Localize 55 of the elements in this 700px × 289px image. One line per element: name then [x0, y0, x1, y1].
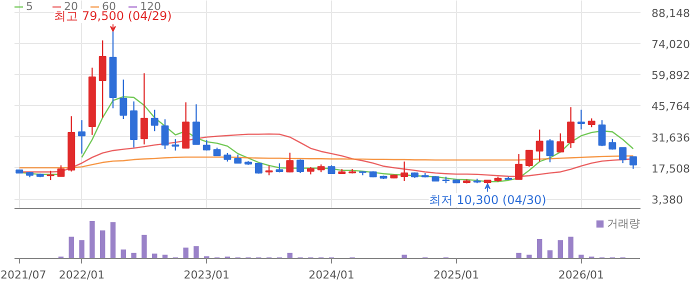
legend-label: 거래량: [607, 216, 640, 231]
bar: [120, 250, 126, 258]
candlestick: [57, 164, 65, 177]
annotation: 최저 10,300 (04/30): [428, 193, 546, 208]
x-tick-label: 2025/01: [433, 268, 480, 282]
candlestick: [78, 120, 86, 154]
candlestick: [619, 147, 627, 164]
x-tick-label: 2022/01: [58, 268, 105, 282]
bar: [100, 230, 106, 258]
bar: [90, 221, 95, 258]
candlestick: [150, 109, 158, 132]
x-tick-label: 2024/01: [308, 268, 354, 282]
bar: [558, 240, 563, 258]
candlestick: [276, 162, 284, 173]
bar: [79, 240, 84, 258]
candlestick: [161, 118, 169, 150]
candlestick: [525, 150, 533, 168]
candlestick: [577, 109, 585, 130]
candlestick: [598, 120, 606, 147]
candlestick: [515, 153, 522, 180]
y-tick-label: 17,508: [652, 162, 690, 176]
y-tick-label: 88,148: [652, 6, 690, 20]
y-tick-label: 59,892: [652, 69, 690, 82]
x-tick-label: 2021/07: [0, 268, 46, 282]
candlestick: [265, 164, 273, 176]
candlestick: [629, 156, 637, 170]
bar: [183, 248, 188, 258]
bar: [194, 246, 199, 258]
y-tick-label: 74,020: [652, 38, 690, 51]
y-tick-label: 31,636: [652, 131, 690, 144]
bar: [536, 239, 542, 258]
bar: [142, 234, 147, 258]
bar: [516, 252, 522, 258]
bar: [110, 222, 116, 258]
bar: [131, 252, 136, 258]
candlestick: [296, 158, 304, 174]
candlestick: [400, 160, 408, 182]
y-tick-label: 45,764: [652, 100, 690, 114]
candlestick: [567, 106, 575, 149]
x-tick-label: 2026/01: [558, 268, 604, 282]
bar: [68, 236, 74, 258]
legend-label: 5: [26, 0, 34, 13]
candlestick: [140, 72, 148, 145]
y-tick-label: 3,380: [652, 194, 683, 207]
candlestick: [120, 79, 128, 120]
candlestick: [172, 138, 180, 152]
candlestick: [192, 104, 200, 145]
candlestick: [556, 132, 564, 152]
candlestick: [286, 152, 294, 173]
x-tick-label: 2023/01: [184, 268, 230, 282]
candlestick: [46, 170, 54, 181]
bar: [568, 236, 574, 258]
candlestick: [546, 138, 554, 163]
candlestick: [536, 129, 544, 162]
annotation: 최고 79,500 (04/29): [54, 9, 172, 24]
